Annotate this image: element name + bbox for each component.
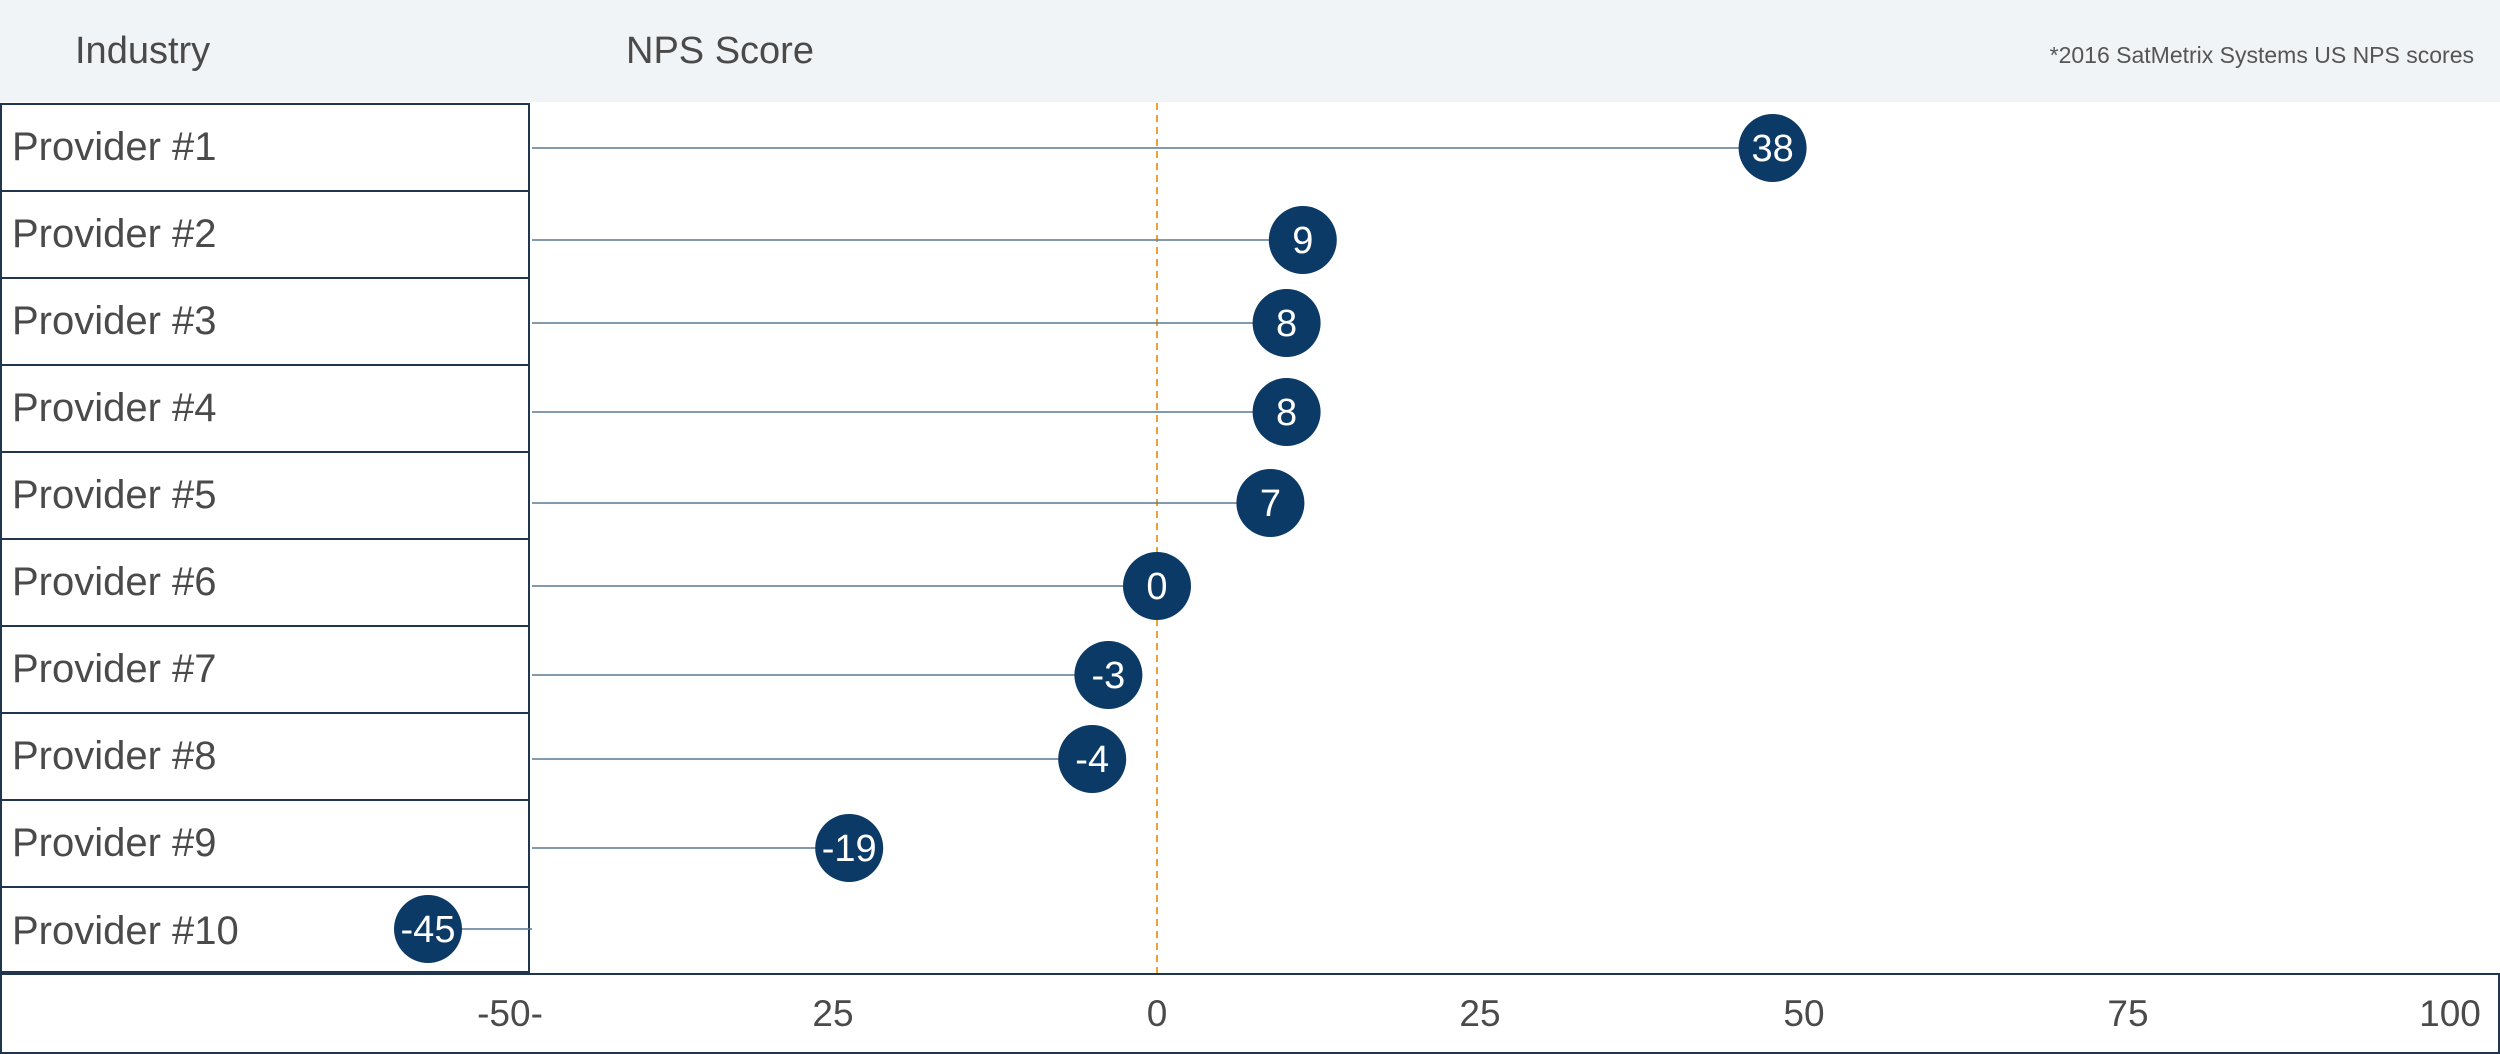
x-tick-label: 25 bbox=[812, 993, 853, 1034]
value-label: 9 bbox=[1292, 220, 1313, 262]
provider-label: Provider #10 bbox=[12, 909, 239, 953]
provider-label: Provider #7 bbox=[2, 627, 530, 714]
lollipop-marker bbox=[1252, 378, 1321, 446]
provider-label: Provider #5 bbox=[2, 453, 530, 540]
value-label: 8 bbox=[1276, 392, 1297, 434]
lollipop-marker bbox=[1738, 114, 1807, 182]
provider-label: Provider #8 bbox=[2, 714, 530, 801]
lollipop-marker bbox=[394, 895, 462, 963]
x-tick-label: 50 bbox=[1783, 993, 1824, 1034]
x-axis-box bbox=[0, 973, 2500, 1054]
source-note: *2016 SatMetrix Systems US NPS scores bbox=[2049, 42, 2474, 68]
table-header: Industry NPS Score *2016 SatMetrix Syste… bbox=[0, 0, 2500, 102]
value-label: 0 bbox=[1146, 566, 1167, 608]
provider-label: Provider #6 bbox=[2, 540, 530, 627]
value-label: -45 bbox=[401, 909, 456, 951]
value-label: -19 bbox=[822, 828, 877, 870]
value-label: -3 bbox=[1092, 655, 1126, 697]
value-label: 38 bbox=[1751, 128, 1793, 170]
lollipop-marker bbox=[815, 814, 884, 882]
lollipop-marker bbox=[1058, 725, 1127, 793]
value-label: 8 bbox=[1276, 303, 1297, 345]
lollipop-marker bbox=[1236, 469, 1305, 537]
lollipop-marker bbox=[1123, 552, 1191, 620]
provider-label: Provider #3 bbox=[2, 279, 530, 366]
x-tick-label: 25 bbox=[1459, 993, 1500, 1034]
x-tick-label: 100 bbox=[2419, 993, 2481, 1034]
industry-column-header: Industry bbox=[75, 30, 211, 72]
provider-label: Provider #4 bbox=[2, 366, 530, 453]
value-label: 7 bbox=[1260, 483, 1281, 525]
x-tick-label: -50- bbox=[477, 993, 543, 1034]
provider-label: Provider #1 bbox=[2, 105, 530, 192]
nps-score-column-header: NPS Score bbox=[626, 30, 814, 72]
provider-label: Provider #9 bbox=[2, 801, 530, 888]
x-tick-label: 75 bbox=[2107, 993, 2148, 1034]
lollipop-marker bbox=[1074, 641, 1143, 709]
lollipop-marker bbox=[1252, 289, 1321, 357]
lollipop-marker bbox=[1268, 206, 1337, 274]
x-tick-label: 0 bbox=[1147, 993, 1168, 1034]
provider-label-column: Provider #1 Provider #2 Provider #3 Prov… bbox=[0, 103, 530, 973]
value-label: -4 bbox=[1075, 739, 1109, 781]
provider-label: Provider #2 bbox=[2, 192, 530, 279]
